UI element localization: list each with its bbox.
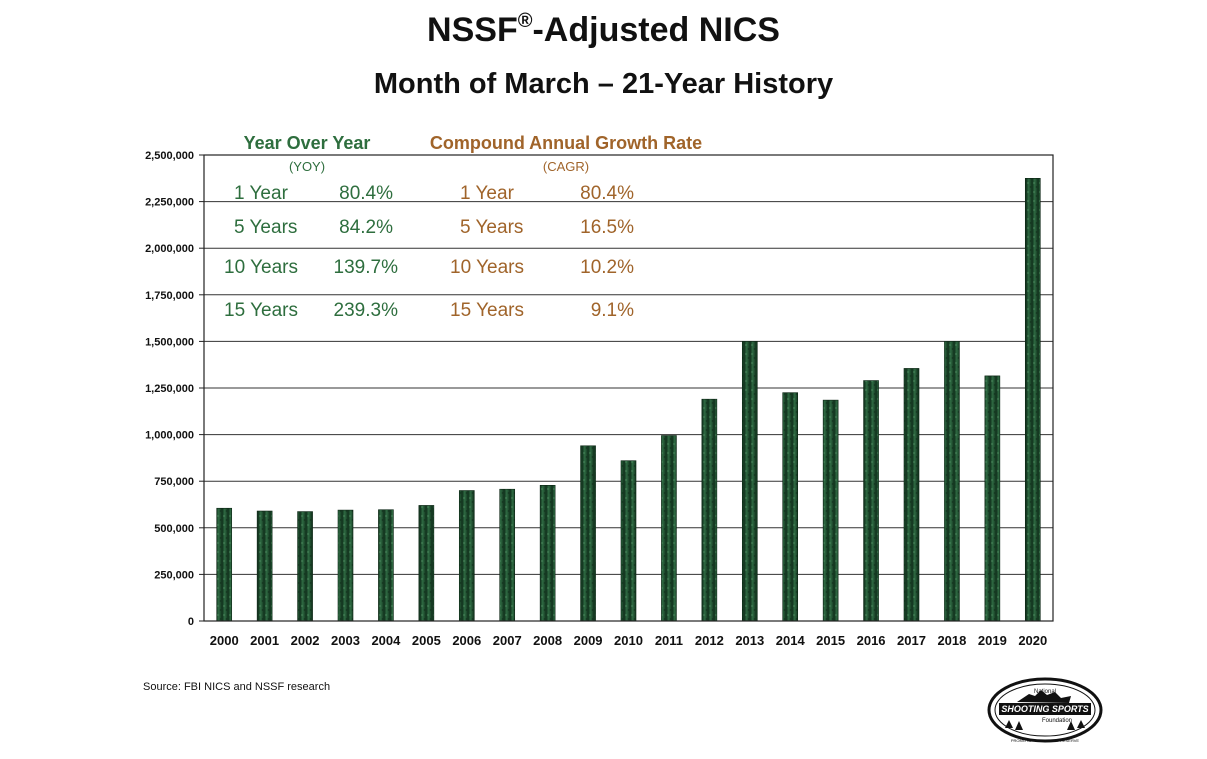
x-tick-label: 2016 <box>857 633 886 648</box>
cagr-value-10: 10.2% <box>580 257 634 278</box>
y-axis: 0 250,000 500,000 750,000 1,000,000 1,250,000… <box>145 150 204 628</box>
y-tick-label: 1,500,000 <box>145 336 194 348</box>
bars <box>216 178 1041 622</box>
bar-2017 <box>903 368 920 622</box>
bar-2018 <box>944 341 960 622</box>
bar-2015 <box>822 399 839 622</box>
cagr-value-15: 9.1% <box>591 300 634 321</box>
bar-2004 <box>378 509 394 622</box>
bar-2020 <box>1024 178 1041 622</box>
x-tick-label: 2006 <box>452 633 481 648</box>
yoy-abbr: (YOY) <box>289 159 325 174</box>
cagr-value-1: 80.4% <box>580 183 634 204</box>
y-tick-label: 1,750,000 <box>145 290 194 302</box>
bar-2012 <box>701 398 718 622</box>
x-tick-label: 2013 <box>735 633 764 648</box>
x-tick-label: 2012 <box>695 633 724 648</box>
cagr-period-15: 15 Years <box>450 300 524 321</box>
y-tick-label: 0 <box>188 616 194 628</box>
x-tick-label: 2001 <box>250 633 279 648</box>
bar-2019 <box>984 375 1001 622</box>
bar-2007 <box>499 488 516 622</box>
bar-2014 <box>782 392 799 622</box>
x-axis: 2000 2001 2002 2003 2004 2005 2006 2007 2008 2009… <box>210 633 1047 648</box>
x-tick-label: 2008 <box>533 633 562 648</box>
svg-text:National: National <box>1034 689 1056 695</box>
y-tick-label: 250,000 <box>154 569 194 581</box>
chart-subtitle: Month of March – 21-Year History <box>373 68 834 100</box>
bar-2010 <box>620 460 637 622</box>
cagr-period-1: 1 Year <box>460 183 515 204</box>
bar-2013 <box>741 341 758 622</box>
x-tick-label: 2019 <box>978 633 1007 648</box>
svg-text:PROMOTE • PROTECT • PRESERVE: PROMOTE • PROTECT • PRESERVE <box>1011 738 1080 743</box>
bar-2000 <box>216 507 233 622</box>
plot-frame <box>203 154 1054 622</box>
bar-2002 <box>297 511 313 622</box>
yoy-title: Year Over Year <box>244 133 371 153</box>
yoy-value-15: 239.3% <box>334 300 399 321</box>
y-tick-label: 2,000,000 <box>145 243 194 255</box>
x-tick-label: 2014 <box>776 633 806 648</box>
x-tick-label: 2009 <box>574 633 603 648</box>
yoy-period-15: 15 Years <box>224 300 298 321</box>
bar-2008 <box>539 485 556 622</box>
source-note: Source: FBI NICS and NSSF research <box>143 681 331 693</box>
x-tick-label: 2020 <box>1018 633 1047 648</box>
yoy-value-1: 80.4% <box>339 183 393 204</box>
x-tick-label: 2017 <box>897 633 926 648</box>
yoy-period-5: 5 Years <box>234 217 297 238</box>
x-tick-label: 2007 <box>493 633 522 648</box>
y-tick-label: 2,250,000 <box>145 197 194 209</box>
nssf-logo: National SHOOTING SPORTS Foundation PROM… <box>987 677 1103 743</box>
bar-2006 <box>458 490 475 622</box>
y-tick-label: 2,500,000 <box>145 150 194 162</box>
x-tick-label: 2005 <box>412 633 441 648</box>
svg-text:SHOOTING SPORTS: SHOOTING SPORTS <box>1001 704 1088 714</box>
cagr-abbr: (CAGR) <box>543 159 589 174</box>
bar-2003 <box>337 509 354 622</box>
cagr-period-5: 5 Years <box>460 217 523 238</box>
cagr-period-10: 10 Years <box>450 257 524 278</box>
x-tick-label: 2010 <box>614 633 643 648</box>
yoy-value-10: 139.7% <box>334 257 399 278</box>
x-tick-label: 2011 <box>655 633 683 648</box>
x-tick-label: 2000 <box>210 633 239 648</box>
bar-2011 <box>661 435 677 622</box>
y-tick-label: 1,250,000 <box>145 383 194 395</box>
x-tick-label: 2002 <box>291 633 320 648</box>
chart-title: NSSF®-Adjusted NICS <box>427 10 780 49</box>
svg-text:Foundation: Foundation <box>1042 718 1072 724</box>
yoy-period-10: 10 Years <box>224 257 298 278</box>
bar-2009 <box>580 445 596 622</box>
cagr-value-5: 16.5% <box>580 217 634 238</box>
cagr-annotation: Compound Annual Growth Rate (CAGR) 1 Yea… <box>430 133 702 321</box>
yoy-value-5: 84.2% <box>339 217 393 238</box>
yoy-period-1: 1 Year <box>234 183 289 204</box>
x-tick-label: 2018 <box>937 633 966 648</box>
x-tick-label: 2015 <box>816 633 845 648</box>
y-tick-label: 500,000 <box>154 523 194 535</box>
x-tick-label: 2003 <box>331 633 360 648</box>
yoy-annotation: Year Over Year (YOY) 1 Year 80.4% 5 Year… <box>224 133 398 321</box>
y-tick-label: 750,000 <box>154 476 194 488</box>
cagr-title: Compound Annual Growth Rate <box>430 133 702 153</box>
bar-2016 <box>863 380 879 622</box>
y-tick-label: 1,000,000 <box>145 430 194 442</box>
x-tick-label: 2004 <box>371 633 401 648</box>
bar-2005 <box>418 505 435 622</box>
bar-2001 <box>256 510 273 622</box>
